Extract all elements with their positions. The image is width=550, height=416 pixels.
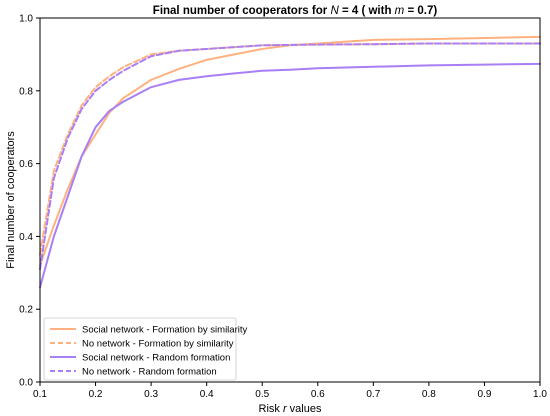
x-tick-label: 0.9 (477, 389, 491, 400)
series-line-social-network-formation-by-similarity (39, 35, 541, 267)
series-line-social-network-random-formation (39, 62, 541, 289)
legend-label-social-random: Social network - Random formation (82, 353, 230, 364)
y-tick-label: 1.0 (19, 14, 33, 25)
series-line-no-network-random-formation (39, 42, 541, 271)
legend-label-nonetwork-random: No network - Random formation (82, 367, 217, 378)
legend: Social network - Formation by similarity… (43, 317, 247, 381)
chart-title: Final number of cooperators for N = 4 ( … (153, 5, 438, 17)
legend-label-social-similarity: Social network - Formation by similarity (82, 325, 247, 336)
x-tick-label: 0.1 (33, 389, 47, 400)
series-group (39, 35, 541, 289)
legend-label-nonetwork-similarity: No network - Formation by similarity (82, 339, 234, 350)
x-tick-label: 0.3 (144, 389, 158, 400)
y-axis-label: Final number of cooperators (5, 131, 17, 269)
legend-box (43, 317, 237, 381)
x-tick-label: 1.0 (533, 389, 547, 400)
y-tick-label: 0.0 (19, 378, 33, 389)
axis-ticks: 0.1 0.2 0.3 0.4 0.5 0.6 0.7 0.8 0.9 1.0 0.0 0.2 0.4 0… (19, 14, 547, 401)
y-tick-label: 0.2 (19, 305, 33, 316)
y-tick-label: 0.4 (19, 232, 33, 243)
y-tick-label: 0.6 (19, 159, 33, 170)
x-tick-label: 0.2 (89, 389, 103, 400)
series-line-no-network-formation-by-similarity (39, 42, 541, 256)
x-tick-label: 0.8 (422, 389, 436, 400)
x-axis-label: Risk r values (259, 403, 322, 415)
x-tick-label: 0.5 (255, 389, 269, 400)
x-tick-label: 0.4 (200, 389, 214, 400)
y-tick-label: 0.8 (19, 86, 33, 97)
x-tick-label: 0.7 (366, 389, 380, 400)
plot-frame (39, 17, 541, 383)
x-tick-label: 0.6 (311, 389, 325, 400)
